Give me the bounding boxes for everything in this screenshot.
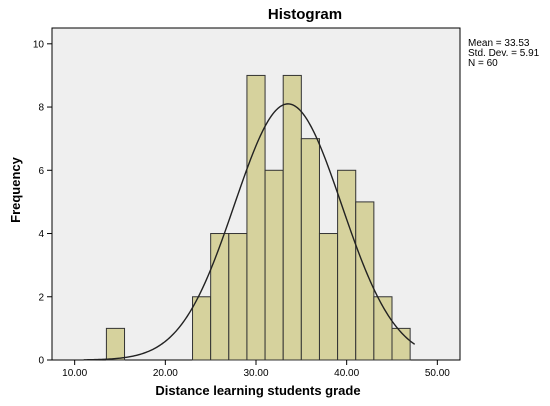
- y-tick-label: 0: [38, 356, 44, 367]
- y-tick-label: 8: [38, 103, 44, 114]
- x-tick-label: 20.00: [153, 368, 178, 379]
- x-axis-label: Distance learning students grade: [155, 383, 360, 398]
- x-tick-label: 50.00: [425, 368, 450, 379]
- histogram-bar: [264, 169, 284, 361]
- normal-curve: [83, 103, 416, 361]
- y-tick-label: 4: [38, 229, 44, 240]
- stats-box: Mean = 33.53 Std. Dev. = 5.91 N = 60: [468, 38, 540, 69]
- chart-title: Histogram: [268, 6, 342, 23]
- histogram-bar: [337, 169, 357, 361]
- y-axis-label: Frequency: [8, 156, 23, 223]
- x-tick-label: 30.00: [243, 368, 268, 379]
- stat-mean: Mean = 33.53: [468, 38, 530, 49]
- y-tick-label: 2: [38, 292, 44, 303]
- histogram-bar: [192, 296, 212, 361]
- histogram-bar: [210, 233, 230, 361]
- y-tick-label: 10: [33, 39, 45, 50]
- histogram-bar: [105, 327, 126, 361]
- histogram-bar: [318, 233, 339, 361]
- x-tick-label: 10.00: [62, 368, 87, 379]
- histogram-bar: [355, 201, 375, 361]
- stat-std-dev: Std. Dev. = 5.91: [468, 48, 540, 59]
- x-tick-label: 40.00: [334, 368, 359, 379]
- bars-group: [105, 74, 411, 361]
- histogram-bar: [300, 138, 320, 361]
- histogram-bar: [246, 74, 266, 361]
- axes-group: 0 2 4 6 8 10 10.00 20.00 30.00 40.00 50.00: [33, 39, 450, 379]
- stat-n: N = 60: [468, 58, 498, 69]
- histogram-bar: [282, 74, 302, 361]
- y-tick-label: 6: [38, 166, 44, 177]
- histogram-bar: [228, 233, 248, 361]
